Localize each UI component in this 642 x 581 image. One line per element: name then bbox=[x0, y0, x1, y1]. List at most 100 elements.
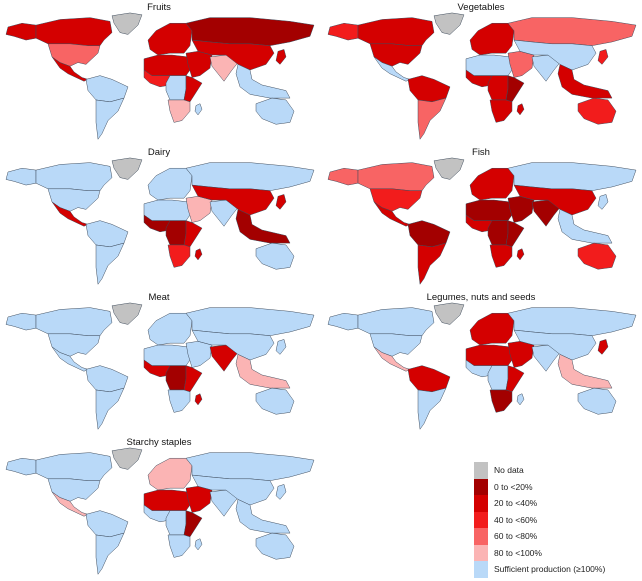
region-middle-east bbox=[507, 341, 535, 368]
region-southern-africa bbox=[167, 389, 191, 413]
legend-item-20-40: 20 to <40% bbox=[474, 495, 605, 512]
world-map bbox=[5, 12, 315, 140]
map-panel-legumes: Legumes, nuts and seeds bbox=[322, 290, 640, 433]
region-canada bbox=[35, 162, 113, 191]
region-madagascar bbox=[516, 103, 525, 116]
region-canada bbox=[35, 307, 113, 336]
region-central-africa bbox=[165, 75, 187, 101]
region-europe bbox=[469, 22, 515, 56]
map-panel-meat: Meat bbox=[0, 290, 318, 433]
region-japan bbox=[275, 339, 287, 355]
region-south-america-south bbox=[95, 532, 125, 575]
legend-label: 80 to <100% bbox=[494, 547, 542, 558]
region-west-africa bbox=[143, 359, 171, 378]
world-map bbox=[327, 302, 637, 430]
region-middle-east bbox=[185, 196, 213, 223]
region-southeast-asia bbox=[557, 209, 613, 244]
region-southern-africa bbox=[167, 534, 191, 558]
legend-label: Sufficient production (≥100%) bbox=[494, 564, 606, 575]
legend-label: No data bbox=[494, 465, 524, 476]
region-south-america-north bbox=[407, 220, 451, 248]
region-greenland bbox=[433, 12, 465, 35]
region-south-america-north bbox=[85, 510, 129, 538]
region-south-america-south bbox=[95, 97, 125, 140]
region-china bbox=[513, 184, 597, 216]
region-alaska bbox=[327, 167, 359, 186]
region-southeast-asia bbox=[235, 64, 291, 99]
region-usa bbox=[47, 333, 101, 357]
region-china bbox=[191, 184, 275, 216]
world-map bbox=[327, 157, 637, 285]
region-south-america-north bbox=[85, 75, 129, 103]
region-east-africa bbox=[505, 365, 525, 393]
region-greenland bbox=[111, 447, 143, 470]
map-panel-starchy-staples: Starchy staples bbox=[0, 435, 318, 578]
region-japan bbox=[275, 49, 287, 65]
region-central-africa bbox=[487, 75, 509, 101]
legend-label: 20 to <40% bbox=[494, 498, 538, 509]
region-southeast-asia bbox=[557, 64, 613, 99]
panel-title: Dairy bbox=[147, 147, 171, 158]
region-madagascar bbox=[516, 393, 525, 406]
world-map bbox=[5, 302, 315, 430]
legend-item-sufficient: Sufficient production (≥100%) bbox=[474, 561, 605, 578]
region-alaska bbox=[5, 22, 37, 41]
region-north-africa bbox=[465, 54, 513, 76]
panel-title: Vegetables bbox=[457, 2, 505, 13]
region-europe bbox=[469, 167, 515, 201]
region-central-africa bbox=[487, 220, 509, 246]
region-china bbox=[513, 39, 597, 71]
region-central-africa bbox=[165, 510, 187, 536]
panel-title: Fruits bbox=[147, 2, 171, 13]
region-southern-africa bbox=[489, 99, 513, 123]
region-east-africa bbox=[183, 220, 203, 248]
region-madagascar bbox=[194, 248, 203, 261]
legend-swatch bbox=[474, 462, 488, 479]
region-southern-africa bbox=[167, 99, 191, 123]
region-alaska bbox=[327, 312, 359, 331]
legend-item-80-100: 80 to <100% bbox=[474, 544, 605, 561]
region-alaska bbox=[5, 167, 37, 186]
region-middle-east bbox=[185, 486, 213, 513]
region-east-africa bbox=[183, 365, 203, 393]
region-south-america-north bbox=[407, 75, 451, 103]
legend-item-no-data: No data bbox=[474, 462, 605, 479]
region-west-africa bbox=[465, 214, 493, 233]
map-panel-vegetables: Vegetables bbox=[322, 0, 640, 143]
region-japan bbox=[597, 194, 609, 210]
region-australia bbox=[255, 387, 295, 415]
region-china bbox=[191, 474, 275, 506]
panel-title: Legumes, nuts and seeds bbox=[426, 292, 536, 303]
map-panel-dairy: Dairy bbox=[0, 145, 318, 288]
region-south-america-north bbox=[85, 220, 129, 248]
region-greenland bbox=[433, 302, 465, 325]
world-map bbox=[327, 12, 637, 140]
region-usa bbox=[47, 43, 101, 67]
legend-swatch bbox=[474, 511, 488, 528]
region-china bbox=[513, 329, 597, 361]
region-australia bbox=[577, 242, 617, 270]
region-west-africa bbox=[143, 504, 171, 523]
map-panel-fish: Fish bbox=[322, 145, 640, 288]
region-southeast-asia bbox=[557, 354, 613, 389]
region-usa bbox=[369, 43, 423, 67]
region-japan bbox=[597, 49, 609, 65]
region-canada bbox=[35, 17, 113, 46]
legend-label: 40 to <60% bbox=[494, 514, 538, 525]
region-europe bbox=[469, 312, 515, 346]
region-australia bbox=[255, 97, 295, 125]
region-europe bbox=[147, 22, 193, 56]
region-north-africa bbox=[143, 344, 191, 366]
region-central-africa bbox=[487, 365, 509, 391]
region-southern-africa bbox=[489, 389, 513, 413]
panel-title: Meat bbox=[148, 292, 170, 303]
legend-item-60-80: 60 to <80% bbox=[474, 528, 605, 545]
region-usa bbox=[47, 478, 101, 502]
legend-item-0-20: 0 to <20% bbox=[474, 478, 605, 495]
region-south-america-south bbox=[417, 242, 447, 285]
region-north-africa bbox=[465, 199, 513, 221]
region-south-america-north bbox=[407, 365, 451, 393]
region-japan bbox=[275, 484, 287, 500]
region-east-africa bbox=[183, 510, 203, 538]
region-greenland bbox=[111, 157, 143, 180]
